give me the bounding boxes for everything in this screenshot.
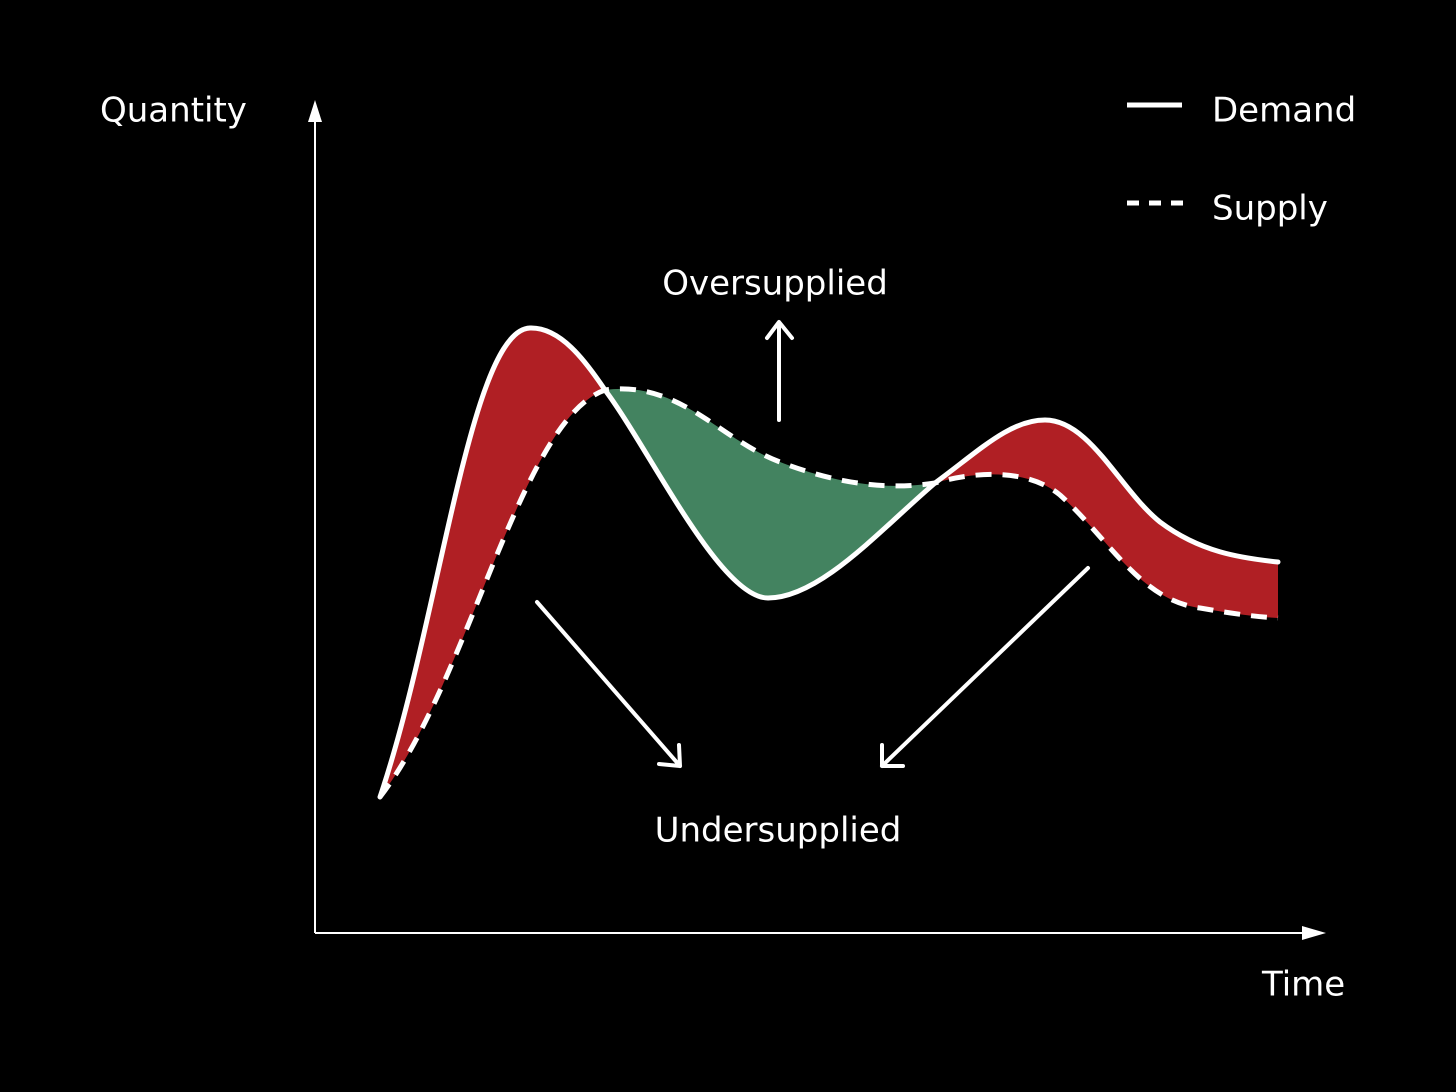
legend-label: Demand [1212, 91, 1356, 131]
down-right-arrow [535, 600, 682, 768]
oversupplied-label: Oversupplied [662, 264, 888, 304]
undersupply-region [935, 420, 1278, 618]
y-axis-label: Quantity [100, 91, 247, 131]
legend-label: Supply [1212, 189, 1328, 229]
x-axis-label: Time [1261, 965, 1345, 1005]
undersupplied-label: Undersupplied [655, 811, 902, 851]
up-arrow [765, 320, 794, 422]
supply-curve [378, 386, 1279, 799]
x-axis-arrowhead [1302, 926, 1326, 940]
down-left-arrow [880, 566, 1090, 768]
demand-curve [377, 325, 1281, 800]
oversupply-region [605, 388, 935, 598]
y-axis-arrowhead [308, 100, 322, 122]
